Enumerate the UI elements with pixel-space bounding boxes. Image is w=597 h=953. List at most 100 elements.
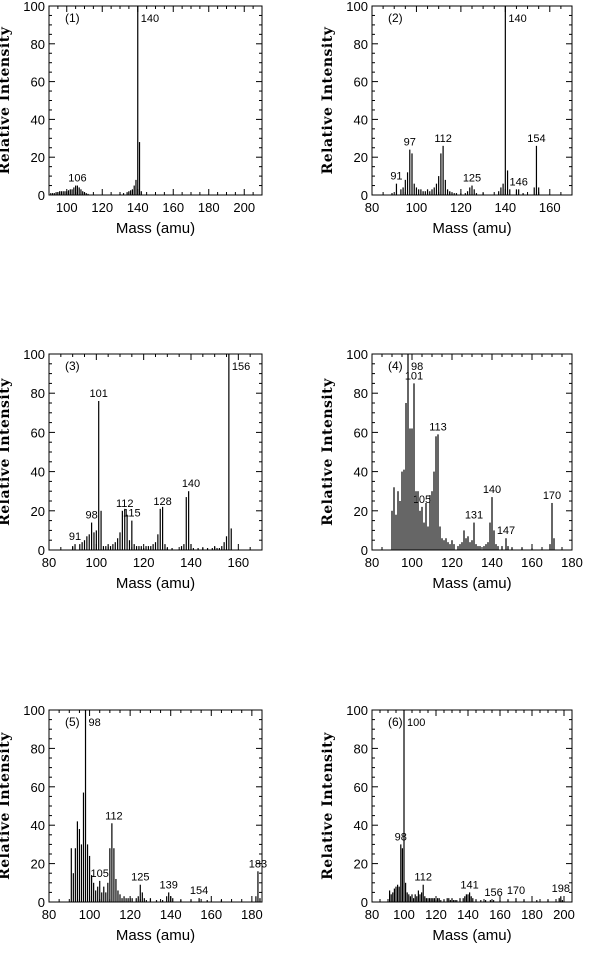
peak-mass-label: 100: [407, 717, 425, 729]
x-tick-label: 100: [56, 200, 78, 215]
peak-mass-label: 97: [404, 137, 416, 149]
y-tick-label: 40: [354, 112, 368, 127]
y-tick-label: 60: [354, 780, 368, 795]
y-axis-label: Relative Intensity: [0, 26, 13, 174]
x-tick-label: 160: [227, 555, 249, 570]
y-tick-label: 100: [346, 703, 368, 718]
peak-mass-label: 125: [131, 872, 149, 884]
x-tick-label: 160: [200, 907, 222, 922]
peak-mass-label: 91: [390, 171, 402, 183]
x-tick-label: 120: [425, 907, 447, 922]
x-tick-label: 80: [365, 555, 379, 570]
y-tick-label: 20: [354, 150, 368, 165]
y-tick-label: 80: [31, 386, 45, 401]
peak-mass-label: 98: [85, 510, 97, 522]
peak-mass-label: 131: [465, 510, 483, 522]
x-tick-label: 120: [133, 555, 155, 570]
x-tick-label: 120: [91, 200, 113, 215]
peak-mass-label: 101: [90, 388, 108, 400]
peak-mass-label: 98: [395, 831, 407, 843]
y-tick-label: 80: [354, 386, 368, 401]
x-tick-label: 120: [119, 907, 141, 922]
x-tick-label: 180: [241, 907, 263, 922]
plot-frame: [48, 353, 263, 551]
spectrum-panel-6: 80 100 120 140 160 180 200 0 20 40 60 80 100 Mass (am…: [320, 703, 575, 944]
y-axis-label: Relative Intensity: [0, 732, 13, 880]
peak-mass-label: 125: [463, 173, 481, 185]
peak-mass-label: 141: [460, 879, 478, 891]
peak-mass-label: 128: [153, 496, 171, 508]
x-tick-label: 160: [489, 907, 511, 922]
peak-mass-label: 183: [249, 858, 267, 870]
peak-mass-label: 154: [190, 885, 208, 897]
y-tick-label: 60: [354, 75, 368, 90]
y-tick-label: 0: [38, 543, 45, 558]
plot-frame: [371, 5, 573, 196]
y-tick-label: 40: [31, 112, 45, 127]
y-tick-label: 100: [23, 347, 45, 362]
x-tick-label: 160: [521, 555, 543, 570]
spectrum-panel-5: 80 100 120 140 160 180 0 20 40 60 80 100 Mass (amu) R…: [0, 703, 267, 944]
peak-mass-label: 105: [413, 494, 431, 506]
x-tick-label: 120: [450, 200, 472, 215]
peak-mass-label: 156: [484, 887, 502, 899]
peak-mass-label: 170: [543, 490, 561, 502]
peak-mass-label: 106: [68, 173, 86, 185]
y-tick-label: 0: [361, 895, 368, 910]
x-tick-label: 140: [494, 200, 516, 215]
peak-mass-label: 154: [527, 133, 545, 145]
y-tick-label: 40: [354, 818, 368, 833]
y-tick-label: 80: [354, 37, 368, 52]
y-axis-label: Relative Intensity: [320, 732, 336, 880]
y-tick-label: 100: [346, 347, 368, 362]
y-tick-label: 40: [31, 465, 45, 480]
y-tick-label: 80: [354, 741, 368, 756]
panel-number-label: (2): [388, 11, 403, 25]
peak-mass-label: 140: [141, 13, 159, 25]
y-tick-label: 0: [361, 543, 368, 558]
peak-mass-label: 146: [509, 176, 527, 188]
peak-mass-label: 113: [429, 421, 447, 433]
x-axis-label: Mass (amu): [116, 927, 195, 944]
panel-number-label: (4): [388, 359, 403, 373]
y-tick-label: 40: [354, 465, 368, 480]
peak-mass-label: 139: [160, 879, 178, 891]
y-tick-label: 0: [38, 188, 45, 203]
y-tick-label: 0: [361, 188, 368, 203]
x-tick-label: 120: [441, 555, 463, 570]
y-tick-label: 60: [31, 425, 45, 440]
x-tick-label: 180: [561, 555, 583, 570]
panel-number-label: (3): [65, 359, 80, 373]
y-tick-label: 60: [354, 425, 368, 440]
x-tick-label: 180: [521, 907, 543, 922]
x-tick-label: 160: [539, 200, 561, 215]
peak-mass-label: 112: [434, 133, 452, 145]
x-tick-label: 100: [85, 555, 107, 570]
peak-mass-label: 156: [232, 361, 250, 373]
x-tick-label: 140: [180, 555, 202, 570]
peak-mass-label: 170: [507, 885, 525, 897]
y-tick-label: 80: [31, 37, 45, 52]
x-tick-label: 100: [393, 907, 415, 922]
x-axis-label: Mass (amu): [432, 575, 511, 592]
panel-number-label: (6): [388, 715, 403, 729]
peak-mass-label: 98: [411, 361, 423, 373]
plot-frame: [48, 5, 263, 196]
y-tick-label: 40: [31, 818, 45, 833]
x-tick-label: 100: [79, 907, 101, 922]
y-tick-label: 60: [31, 75, 45, 90]
spectrum-panel-4: 80 100 120 140 160 180 0 20 40 60 80 100 Mass (amu) R…: [320, 347, 583, 592]
panel-number-label: (5): [65, 715, 80, 729]
y-tick-label: 0: [38, 895, 45, 910]
peak-mass-label: 115: [123, 508, 141, 520]
y-tick-label: 100: [23, 0, 45, 14]
x-tick-label: 100: [406, 200, 428, 215]
x-tick-label: 140: [160, 907, 182, 922]
y-tick-label: 20: [31, 150, 45, 165]
peak-mass-label: 105: [91, 868, 109, 880]
spectrum-panel-3: 80 100 120 140 160 0 20 40 60 80 100 Mass (amu) Rela…: [0, 347, 263, 592]
x-tick-label: 180: [198, 200, 220, 215]
x-axis-label: Mass (amu): [432, 927, 511, 944]
peak-mass-label: 112: [105, 810, 123, 822]
